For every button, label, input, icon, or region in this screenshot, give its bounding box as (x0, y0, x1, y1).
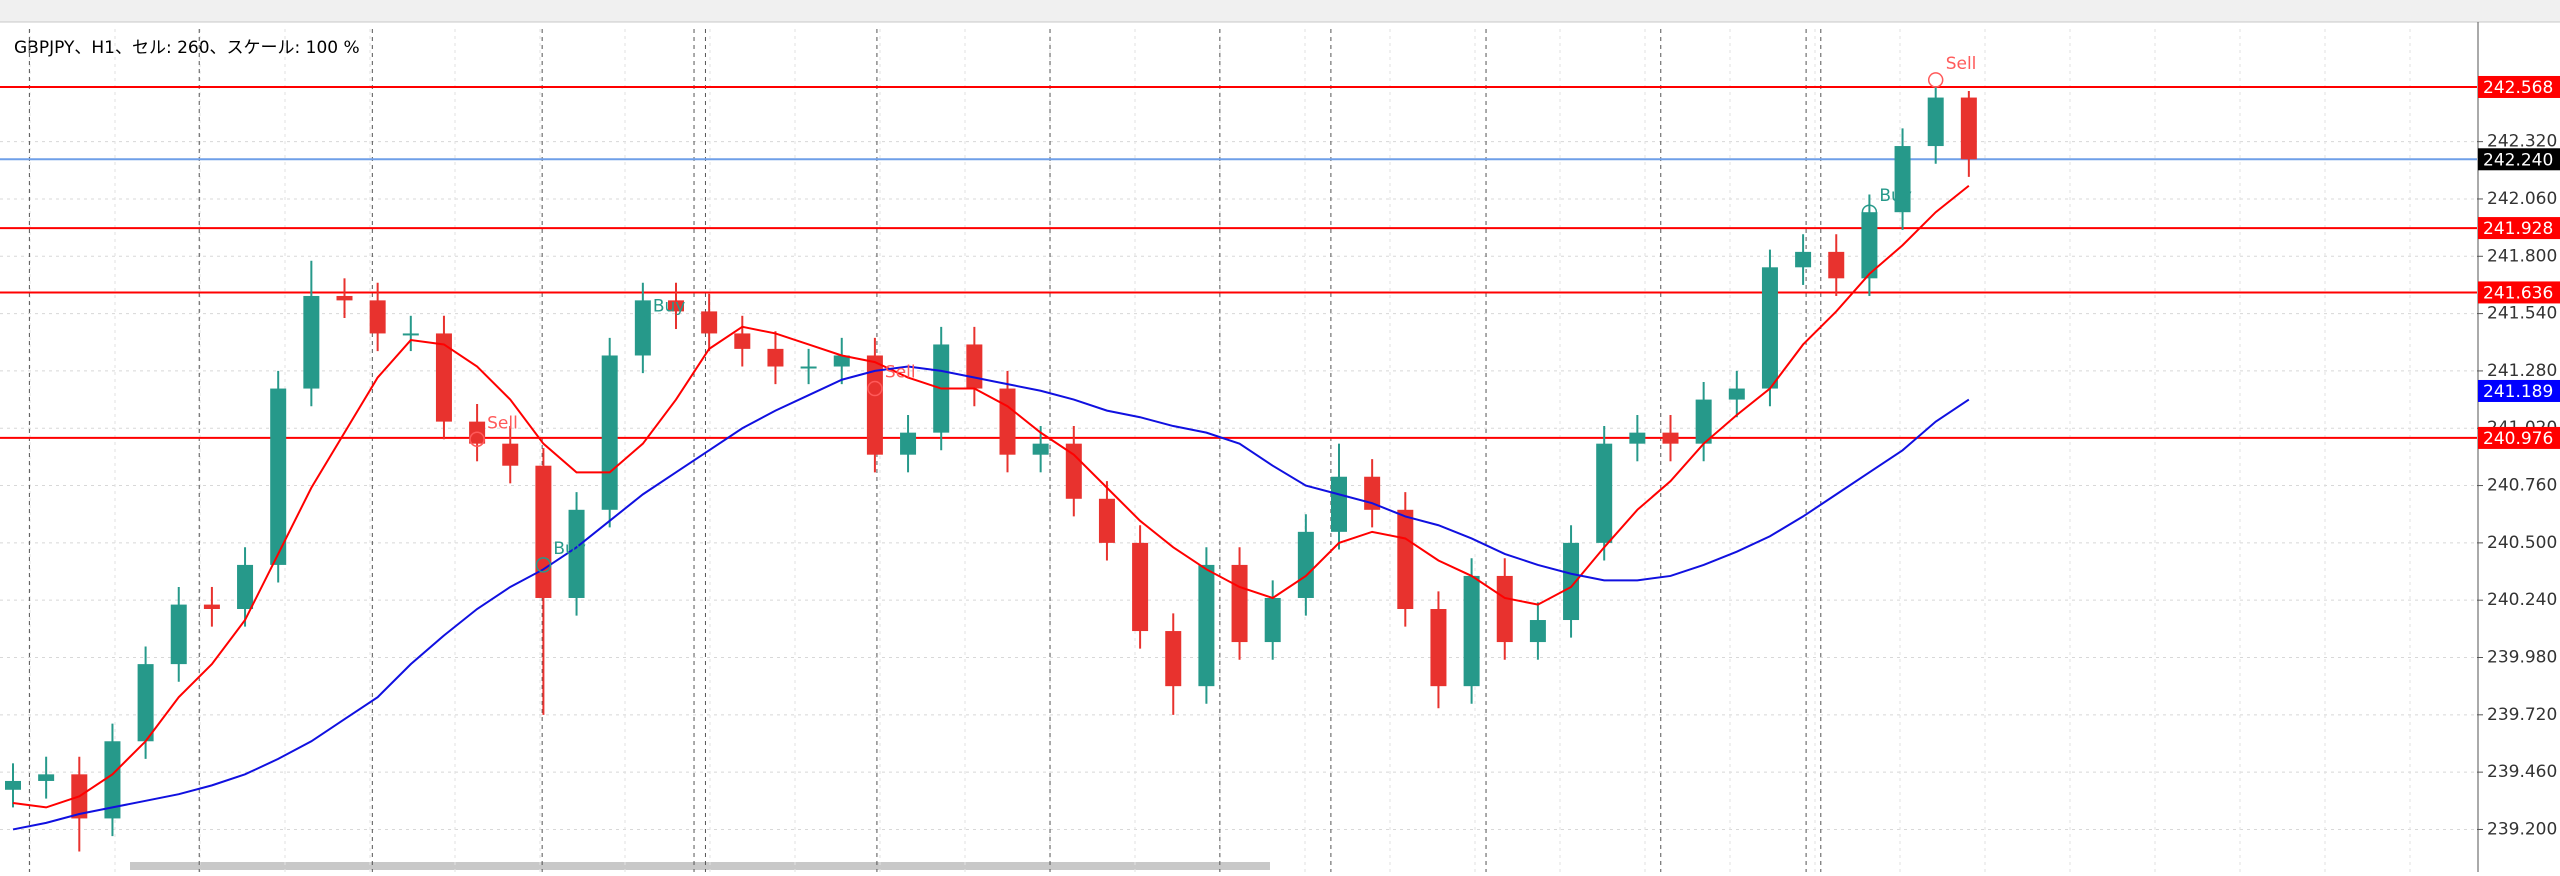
candle-body (568, 509, 585, 598)
candle-body (1861, 212, 1878, 279)
candle-body (1463, 575, 1480, 687)
candle-body (5, 780, 21, 790)
candle-body (502, 443, 519, 466)
candle-body (1231, 564, 1248, 643)
candle-body (1430, 609, 1447, 687)
y-tick-label: 241.540 (2487, 304, 2557, 324)
y-tick-label: 240.500 (2487, 533, 2557, 553)
trade-marker (1927, 72, 1944, 88)
candle-body (1662, 432, 1679, 444)
price-label: 241.928 (2483, 219, 2553, 239)
price-label: 242.568 (2483, 78, 2553, 98)
candle-body (833, 355, 850, 367)
trade-label: Sell (487, 413, 518, 433)
trade-label: Sell (1946, 54, 1977, 74)
price-label-box (2478, 426, 2560, 449)
candle-body (966, 344, 983, 389)
y-tick-label: 242.060 (2487, 189, 2557, 209)
candle-body (900, 432, 917, 455)
candle-body (1098, 498, 1115, 543)
candle-body (668, 300, 684, 312)
candle-body (369, 300, 386, 334)
price-label: 241.636 (2483, 283, 2553, 303)
moving-average (12, 184, 1970, 809)
candle-body (1927, 97, 1944, 147)
candle-body (303, 295, 320, 389)
candle-body (1563, 542, 1580, 621)
y-tick-label: 241.280 (2487, 361, 2557, 381)
scrollbar (130, 862, 1270, 870)
candle-body (1728, 388, 1745, 400)
candle-body (237, 564, 254, 610)
candle-body (137, 664, 154, 742)
price-label: 241.189 (2483, 382, 2553, 402)
y-tick-label: 240.760 (2487, 476, 2557, 496)
price-label: 242.240 (2483, 150, 2553, 170)
candle-body (1529, 620, 1546, 643)
toolbar (0, 0, 2560, 22)
candle-body (170, 604, 187, 665)
candle-body (1795, 251, 1812, 268)
price-label-box (2478, 281, 2560, 304)
candle-body (1264, 597, 1281, 643)
candle-body (1629, 432, 1646, 444)
candle-body (866, 355, 883, 455)
candle-body (1397, 509, 1414, 610)
candle-body (1297, 531, 1314, 598)
y-tick-label: 239.980 (2487, 648, 2557, 668)
candle-body (435, 333, 452, 422)
trade-label: Buy (1879, 186, 1912, 206)
candle-body (701, 311, 718, 334)
y-tick-label: 241.800 (2487, 246, 2557, 266)
y-tick-label: 239.460 (2487, 762, 2557, 782)
trade-marker (867, 380, 883, 397)
candle-body (601, 355, 618, 510)
candle-body (1165, 631, 1182, 687)
y-tick-label: 239.200 (2487, 819, 2557, 839)
candle-body (38, 774, 55, 781)
trade-marker (535, 557, 552, 573)
y-tick-label: 239.720 (2487, 705, 2557, 725)
candle-body (203, 604, 220, 610)
candle-body (1496, 575, 1513, 643)
trade-marker (635, 314, 651, 331)
candle-body (1596, 443, 1613, 543)
candle-body (1132, 542, 1149, 632)
y-tick-label: 242.320 (2487, 132, 2557, 152)
candle-body (1828, 251, 1845, 279)
candle-body (402, 333, 419, 336)
candle-body (1198, 564, 1215, 687)
candle-body (1032, 443, 1049, 455)
trade-marker (1861, 204, 1878, 220)
trade-label: Buy (553, 539, 586, 559)
candle-body (1960, 97, 1977, 160)
trade-label: Sell (885, 363, 916, 383)
price-label-box (2478, 379, 2560, 402)
candle-body (1894, 146, 1911, 213)
price-label-box (2478, 148, 2560, 171)
candle-body (999, 388, 1016, 455)
price-label-box (2478, 217, 2560, 240)
y-tick-label: 240.240 (2487, 590, 2557, 610)
candle-body (1331, 476, 1347, 532)
candle-body (535, 465, 552, 598)
candle-body (800, 366, 817, 369)
price-label: 240.976 (2483, 429, 2553, 449)
candle-body (767, 348, 784, 367)
candle-body (1761, 267, 1778, 389)
candle-body (734, 333, 751, 349)
moving-average (12, 365, 1970, 831)
price-label-box (2478, 75, 2560, 98)
trade-label: Buy (653, 296, 686, 316)
candle-body (634, 300, 651, 356)
candle-body (336, 295, 353, 301)
trade-marker (469, 431, 485, 448)
candle-body (104, 741, 121, 819)
candle-body (1695, 399, 1712, 444)
candle-body (270, 388, 287, 565)
chart-title: GBPJPY、H1、セル: 260、スケール: 100 % (14, 38, 360, 58)
